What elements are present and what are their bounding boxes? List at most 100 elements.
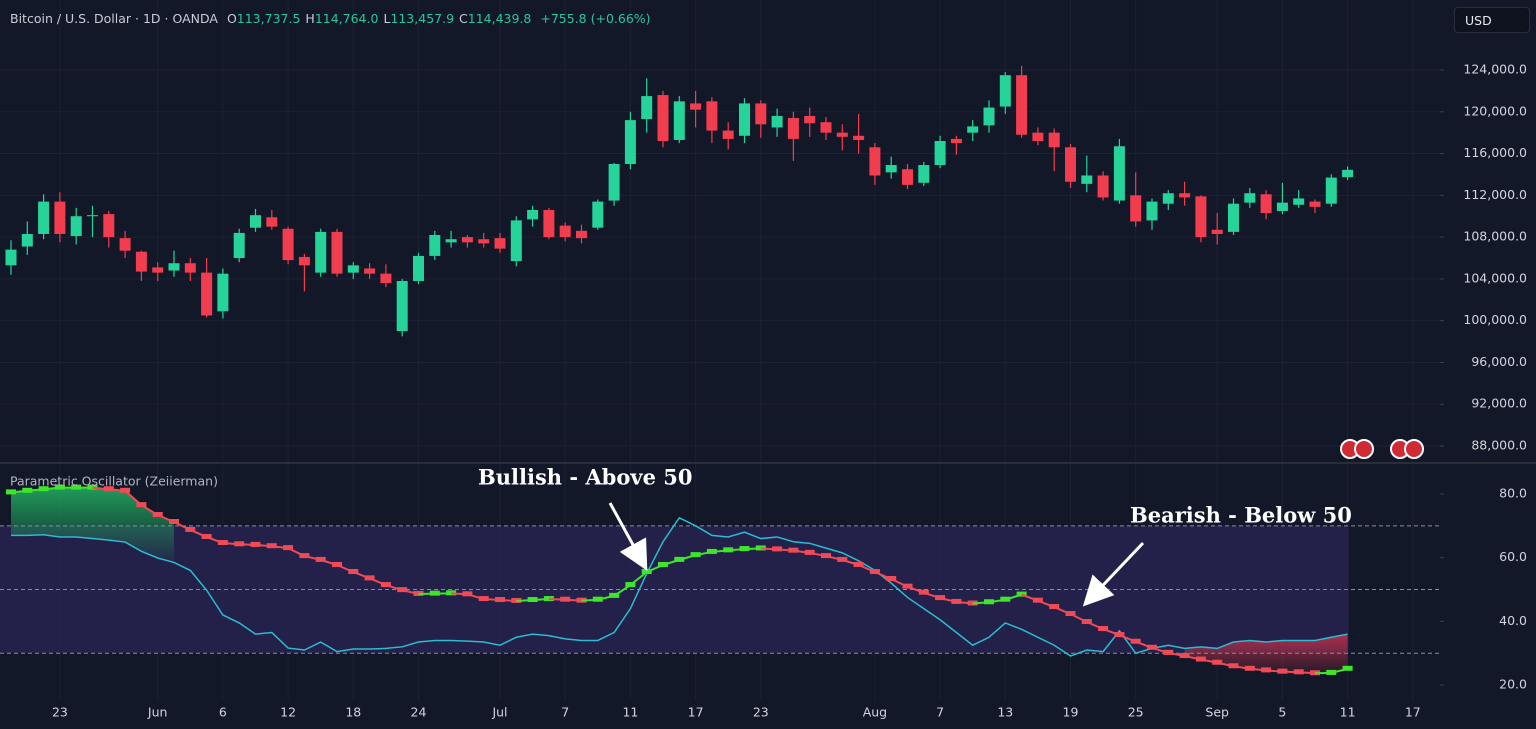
x-tick-label: 11 [622,705,638,720]
oscillator-point [1179,653,1190,659]
x-tick-label: Sep [1205,705,1229,720]
symbol-header: Bitcoin / U.S. Dollar · 1D · OANDA O113,… [10,11,651,26]
oscillator-point [1244,665,1255,671]
candle-body [1179,193,1191,198]
oscillator-point [804,549,815,555]
x-tick-label: 24 [411,705,427,720]
candle-body [250,215,261,228]
candle-body [1016,75,1028,135]
annotation: Bearish - Below 50 [1130,503,1352,528]
oscillator-point [1065,611,1076,617]
candle-body [1309,201,1321,207]
oscillator-point [772,546,783,552]
x-tick-label: Aug [863,705,887,720]
candle-body [576,230,587,239]
symbol: Bitcoin / U.S. Dollar · 1D · OANDA [10,11,218,26]
candle-body [282,228,294,261]
oscillator-point [951,598,962,604]
oscillator-point [1016,591,1027,597]
annotation: Bullish - Above 50 [478,465,692,490]
x-tick-label: 7 [936,705,944,720]
oscillator-point [1228,663,1239,669]
x-tick-label: 23 [753,705,769,720]
candle-body [999,75,1011,107]
oscillator-point [1293,669,1304,675]
x-tick-label: 23 [52,705,68,720]
candle-body [641,96,653,120]
candle-body [1048,132,1060,148]
y-tick-label: 108,000.0 [1463,229,1527,244]
candle-body [70,216,82,237]
oscillator-point [543,596,554,602]
oscillator-point [348,568,359,574]
y-tick-label: 100,000.0 [1463,312,1527,327]
annotation-arrow [1082,541,1145,607]
candle-body [608,163,620,201]
y-tick-label: 60.0 [1499,549,1527,564]
candle-body [543,209,555,238]
candle-body [184,263,196,273]
oscillator-point [1261,667,1272,673]
ohlc-value: 114,764.0 [314,11,379,26]
oscillator-point [1163,649,1174,655]
currency-button[interactable]: USD [1454,7,1530,33]
change: +755.8 (+0.66%) [540,11,651,26]
x-tick-label: 7 [561,705,569,720]
oscillator-point [185,526,196,532]
candle-body [1293,198,1305,205]
oscillator-point [821,553,831,559]
y-tick-label: 80.0 [1499,485,1527,500]
oscillator-point [169,518,179,524]
oscillator-point [397,587,408,593]
candle-body [413,255,424,281]
oscillator-point [1114,632,1125,638]
event-icon [1404,439,1424,459]
x-tick-label: 18 [345,705,361,720]
zone-fill [1184,634,1348,674]
oscillator-point [755,545,766,551]
oscillator-point [380,582,391,588]
candle-body [347,265,359,273]
ohlc-value: 113,457.9 [390,11,455,26]
oscillator-point [332,561,342,567]
oscillator-point [869,568,880,574]
oscillator-point [103,486,114,492]
x-tick-label: 11 [1340,705,1356,720]
ohlc-value: 113,737.5 [236,11,301,26]
oscillator-segment [629,571,648,586]
candle-body [396,280,408,332]
candle-body [967,126,979,133]
candle-body [1113,146,1125,201]
oscillator-point [250,541,261,547]
plot-area: 23 Jun 6 12 18 24 Jul 7 11 17 23 Aug 7 13 19 25 Sep 5 11 17… [0,61,1527,720]
candle-body [1162,193,1174,204]
candle-body [429,235,441,256]
candle-body [787,118,799,139]
candle-body [1276,202,1288,211]
candle-body [364,268,376,274]
oscillator-point [837,556,848,562]
oscillator-point [1098,625,1109,631]
candle-body [722,130,734,139]
y-tick-label: 124,000.0 [1463,61,1527,76]
indicator-title: Parametric Oscillator (Zeiierman) [10,474,218,489]
candle-body [54,201,66,234]
oscillator-point [1195,656,1206,662]
x-tick-label: 5 [1278,705,1286,720]
candle-body [21,233,33,247]
candle-body [624,120,636,164]
candle-body [1260,194,1272,214]
candle-body [771,115,783,128]
oscillator-point [120,487,131,493]
oscillator-point [478,596,489,602]
candle-body [1211,229,1223,234]
ohlc-label: O [226,11,237,26]
flag-icons [1340,439,1424,459]
oscillator-point [1081,618,1092,624]
event-icon [1354,439,1374,459]
y-tick-label: 112,000.0 [1463,187,1527,202]
candle-body [918,165,930,183]
x-tick-label: 17 [688,705,704,720]
annotation-arrow [608,502,648,571]
